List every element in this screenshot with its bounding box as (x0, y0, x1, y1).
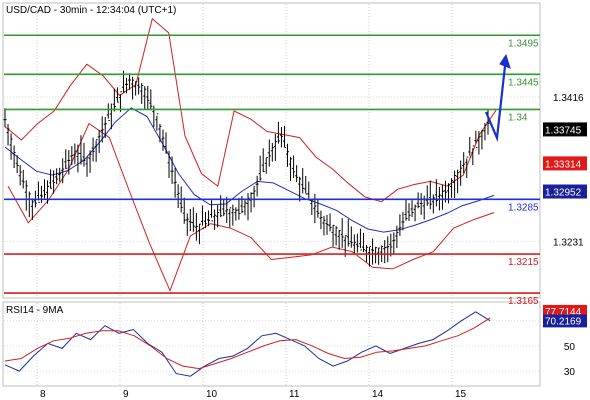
forecast-arrow-line (484, 65, 507, 143)
y-tick-label: 1.3231 (553, 238, 584, 249)
price-tag-box (543, 184, 587, 199)
rsi-lines (4, 311, 491, 377)
rsi-tag-label: 77.7144 (545, 307, 582, 318)
bollinger-upper-line (4, 17, 497, 203)
gridlines (4, 4, 540, 385)
x-tick-label: 11 (289, 389, 300, 400)
indicator-panel-frame (2, 301, 541, 387)
x-tick-label: 10 (206, 389, 218, 400)
level-label: 1.3285 (508, 202, 539, 213)
x-tick-label: 9 (123, 389, 129, 400)
rsi-y-tick-label: 30 (564, 367, 576, 378)
level-label: 1.3215 (508, 257, 539, 268)
indicator-title: RSI14 - 9MA (6, 305, 64, 316)
x-tick-label: 14 (372, 389, 384, 400)
level-label: 1.3495 (508, 38, 539, 49)
x-tick-label: 15 (455, 389, 467, 400)
x-tick-label: 8 (40, 389, 46, 400)
rsi-ma-line (4, 317, 491, 370)
moving-average (4, 107, 495, 233)
forecast-arrowhead (499, 53, 511, 69)
x-ticks: 8 9 10 11 14 15 (40, 389, 467, 400)
price-tag-label: 1.33314 (545, 159, 582, 170)
level-label: 1.3445 (508, 77, 539, 88)
chart-title: USD/CAD - 30min - 12:34:04 (UTC+1) (6, 5, 176, 16)
rsi-y-tick-label: 50 (564, 342, 576, 353)
moving-average-line (4, 107, 495, 233)
levels: 1.3495 1.3445 1.34 1.3285 1.3215 1.3165 (4, 34, 540, 307)
rsi-tag-box (543, 314, 587, 328)
price-tag-box (543, 122, 587, 137)
candles (3, 70, 490, 267)
price-tag-label: 1.32952 (545, 188, 582, 199)
level-label: 1.3165 (508, 296, 539, 307)
bollinger-bands (4, 17, 497, 293)
forecast-arrow (484, 53, 511, 143)
level-label: 1.34 (508, 112, 528, 123)
price-tags: 1.33745 1.33314 1.32952 (543, 122, 587, 199)
price-tag-label: 1.33745 (545, 125, 582, 136)
price-tag-box (543, 156, 587, 171)
rsi-line (4, 311, 491, 377)
rsi-tag-label: 70.2169 (545, 316, 582, 327)
bollinger-lower-line (7, 122, 495, 293)
y-tick-label: 1.3416 (553, 93, 584, 104)
